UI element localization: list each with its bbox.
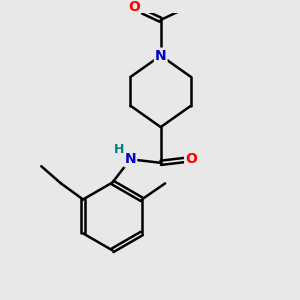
Text: H: H	[114, 143, 124, 156]
Text: N: N	[124, 152, 136, 166]
Text: O: O	[185, 152, 197, 166]
Text: O: O	[128, 0, 140, 14]
Text: N: N	[155, 49, 167, 63]
